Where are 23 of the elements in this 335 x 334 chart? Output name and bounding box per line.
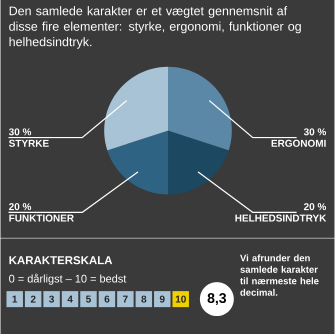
text: 0 = dårligst – 10 = bedst [9,274,126,285]
text: 5 [86,296,91,303]
data-label: 30 % [304,128,326,136]
chart-title: Den samlede karakter er et vægtet gennemsnit af disse fire elementer: styrke, ergonomi, funktioner og helhedsindtryk. [9,6,301,49]
slice-label: FUNKTIONER [9,214,74,222]
text: KARAKTERSKALA [9,256,112,264]
text: 10 [176,296,186,303]
text: 1 [12,296,18,303]
slice-label: STYRKE [8,140,49,147]
text: 9 [160,296,165,303]
text: 6 [104,296,110,303]
data-label: 20 % [9,203,32,210]
text: Vi afrunder den samlede karakter til nærmeste hele decimal. [240,254,319,296]
text: 8,3 [208,293,226,306]
text: 3 [49,296,54,303]
data-label: 20 % [304,203,326,210]
text: 4 [67,296,73,303]
data-label: 30 % [8,128,32,136]
text: 7 [122,296,128,303]
text: 2 [30,296,36,303]
slice-label: HELHEDSINDTRYK [235,214,326,222]
slice-label: ERGONOMI [272,140,326,147]
text: 8 [141,296,146,303]
